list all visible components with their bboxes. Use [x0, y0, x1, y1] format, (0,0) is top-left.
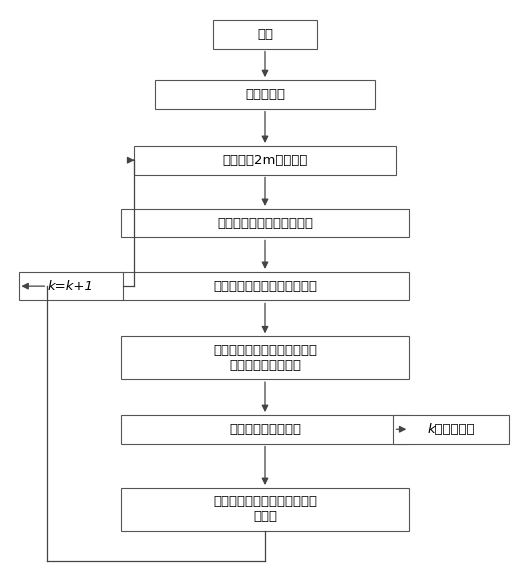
- Text: 计算状态估计值并更新协方差
平方根: 计算状态估计值并更新协方差 平方根: [213, 495, 317, 524]
- Text: 通过非线性函数传递容积点: 通过非线性函数传递容积点: [217, 217, 313, 229]
- FancyBboxPatch shape: [121, 336, 409, 379]
- FancyBboxPatch shape: [134, 146, 396, 175]
- FancyBboxPatch shape: [155, 80, 375, 109]
- FancyBboxPatch shape: [121, 415, 409, 443]
- Text: 计算得到均值和协方差平方根: 计算得到均值和协方差平方根: [213, 280, 317, 292]
- FancyBboxPatch shape: [121, 209, 409, 238]
- Text: 通过测量方程得到测量预测值
和预测协方差平方根: 通过测量方程得到测量预测值 和预测协方差平方根: [213, 344, 317, 372]
- Text: k时刻测量值: k时刻测量值: [427, 423, 475, 436]
- FancyBboxPatch shape: [121, 272, 409, 301]
- Text: 初始化数据: 初始化数据: [245, 88, 285, 101]
- FancyBboxPatch shape: [213, 20, 317, 49]
- Text: 计算卡尔曼滤波增益: 计算卡尔曼滤波增益: [229, 423, 301, 436]
- Text: 开始: 开始: [257, 28, 273, 41]
- Text: k=k+1: k=k+1: [48, 280, 94, 292]
- FancyBboxPatch shape: [19, 272, 123, 301]
- Text: 计算得到2m个容积点: 计算得到2m个容积点: [222, 154, 308, 166]
- FancyBboxPatch shape: [393, 415, 509, 443]
- FancyBboxPatch shape: [121, 488, 409, 531]
